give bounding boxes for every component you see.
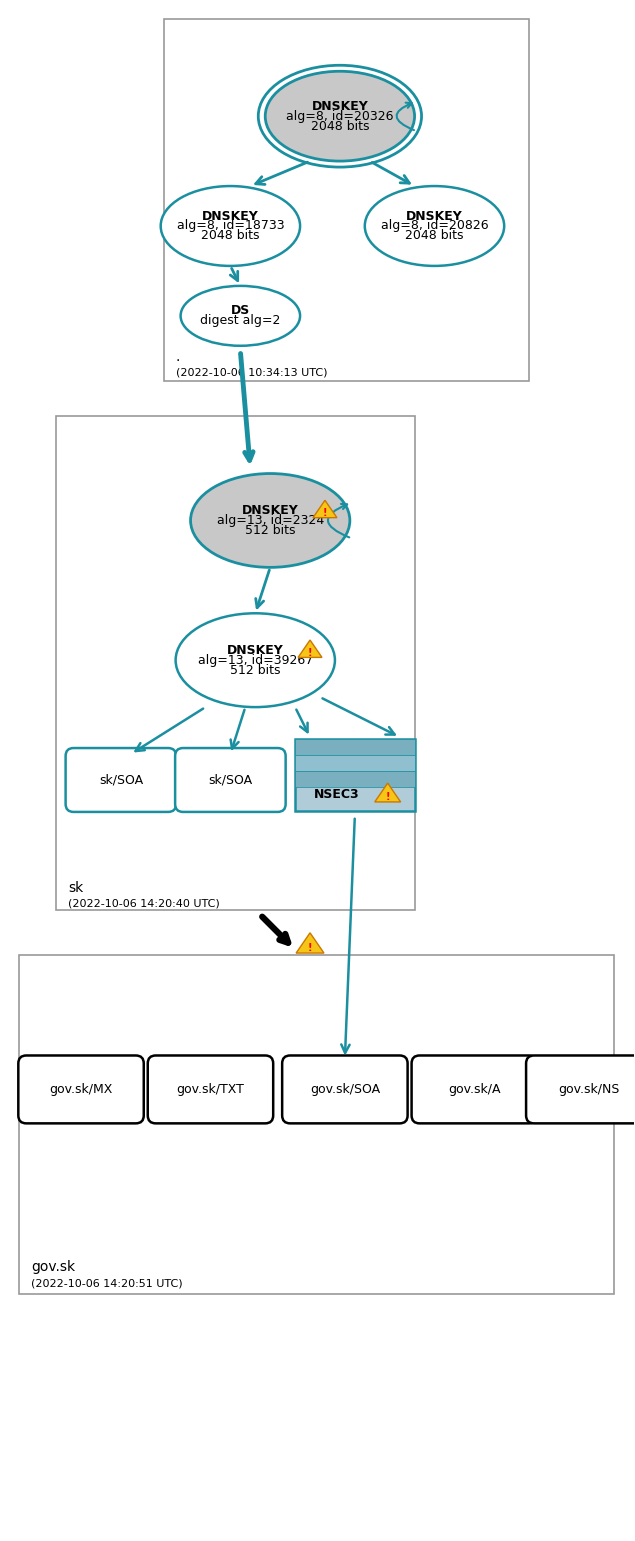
- Text: !: !: [308, 943, 312, 954]
- Polygon shape: [313, 501, 337, 518]
- Ellipse shape: [190, 473, 350, 567]
- FancyBboxPatch shape: [282, 1056, 408, 1123]
- Text: alg=8, id=20826: alg=8, id=20826: [380, 219, 488, 233]
- Text: DNSKEY: DNSKEY: [312, 100, 368, 112]
- Text: gov.sk/SOA: gov.sk/SOA: [310, 1083, 380, 1096]
- Text: 2048 bits: 2048 bits: [405, 230, 464, 242]
- Text: (2022-10-06 14:20:40 UTC): (2022-10-06 14:20:40 UTC): [68, 898, 220, 909]
- Polygon shape: [375, 783, 401, 801]
- Text: (2022-10-06 14:20:51 UTC): (2022-10-06 14:20:51 UTC): [31, 1277, 183, 1288]
- FancyBboxPatch shape: [18, 1056, 144, 1123]
- Text: alg=8, id=18733: alg=8, id=18733: [177, 219, 284, 233]
- Text: DNSKEY: DNSKEY: [227, 644, 284, 656]
- Text: gov.sk/MX: gov.sk/MX: [50, 1083, 113, 1096]
- Text: sk: sk: [68, 881, 83, 895]
- Text: 2048 bits: 2048 bits: [201, 230, 260, 242]
- Text: (2022-10-06 10:34:13 UTC): (2022-10-06 10:34:13 UTC): [176, 368, 327, 378]
- FancyBboxPatch shape: [19, 955, 613, 1294]
- Text: DS: DS: [231, 304, 250, 317]
- Text: NSEC3: NSEC3: [314, 787, 359, 801]
- FancyBboxPatch shape: [65, 747, 176, 812]
- Text: digest alg=2: digest alg=2: [200, 314, 281, 327]
- Ellipse shape: [265, 71, 415, 162]
- Text: alg=13, id=39267: alg=13, id=39267: [197, 653, 313, 667]
- Text: gov.sk/A: gov.sk/A: [448, 1083, 500, 1096]
- FancyBboxPatch shape: [164, 20, 529, 381]
- Text: !: !: [323, 509, 327, 518]
- FancyBboxPatch shape: [526, 1056, 635, 1123]
- FancyBboxPatch shape: [295, 755, 415, 770]
- Ellipse shape: [161, 186, 300, 267]
- Text: alg=8, id=20326: alg=8, id=20326: [286, 109, 394, 123]
- Text: DNSKEY: DNSKEY: [242, 504, 298, 516]
- Text: DNSKEY: DNSKEY: [202, 210, 258, 222]
- FancyBboxPatch shape: [56, 416, 415, 909]
- Text: gov.sk: gov.sk: [31, 1261, 76, 1274]
- Text: DNSKEY: DNSKEY: [406, 210, 463, 222]
- Text: alg=13, id=2324: alg=13, id=2324: [217, 515, 324, 527]
- Text: !: !: [385, 792, 390, 803]
- Text: sk/SOA: sk/SOA: [208, 774, 253, 786]
- Text: gov.sk/NS: gov.sk/NS: [558, 1083, 620, 1096]
- FancyBboxPatch shape: [148, 1056, 273, 1123]
- Text: .: .: [176, 350, 180, 364]
- Text: sk/SOA: sk/SOA: [99, 774, 143, 786]
- Text: gov.sk/TXT: gov.sk/TXT: [177, 1083, 244, 1096]
- Text: 2048 bits: 2048 bits: [311, 120, 369, 133]
- FancyBboxPatch shape: [295, 770, 415, 787]
- Ellipse shape: [364, 186, 504, 267]
- Text: 512 bits: 512 bits: [230, 664, 281, 676]
- Ellipse shape: [176, 613, 335, 707]
- Text: 512 bits: 512 bits: [245, 524, 295, 536]
- Text: !: !: [308, 649, 312, 658]
- Polygon shape: [296, 932, 324, 952]
- FancyBboxPatch shape: [295, 740, 415, 755]
- Polygon shape: [298, 640, 322, 658]
- FancyBboxPatch shape: [411, 1056, 537, 1123]
- FancyBboxPatch shape: [295, 740, 415, 811]
- FancyBboxPatch shape: [175, 747, 286, 812]
- Ellipse shape: [180, 287, 300, 345]
